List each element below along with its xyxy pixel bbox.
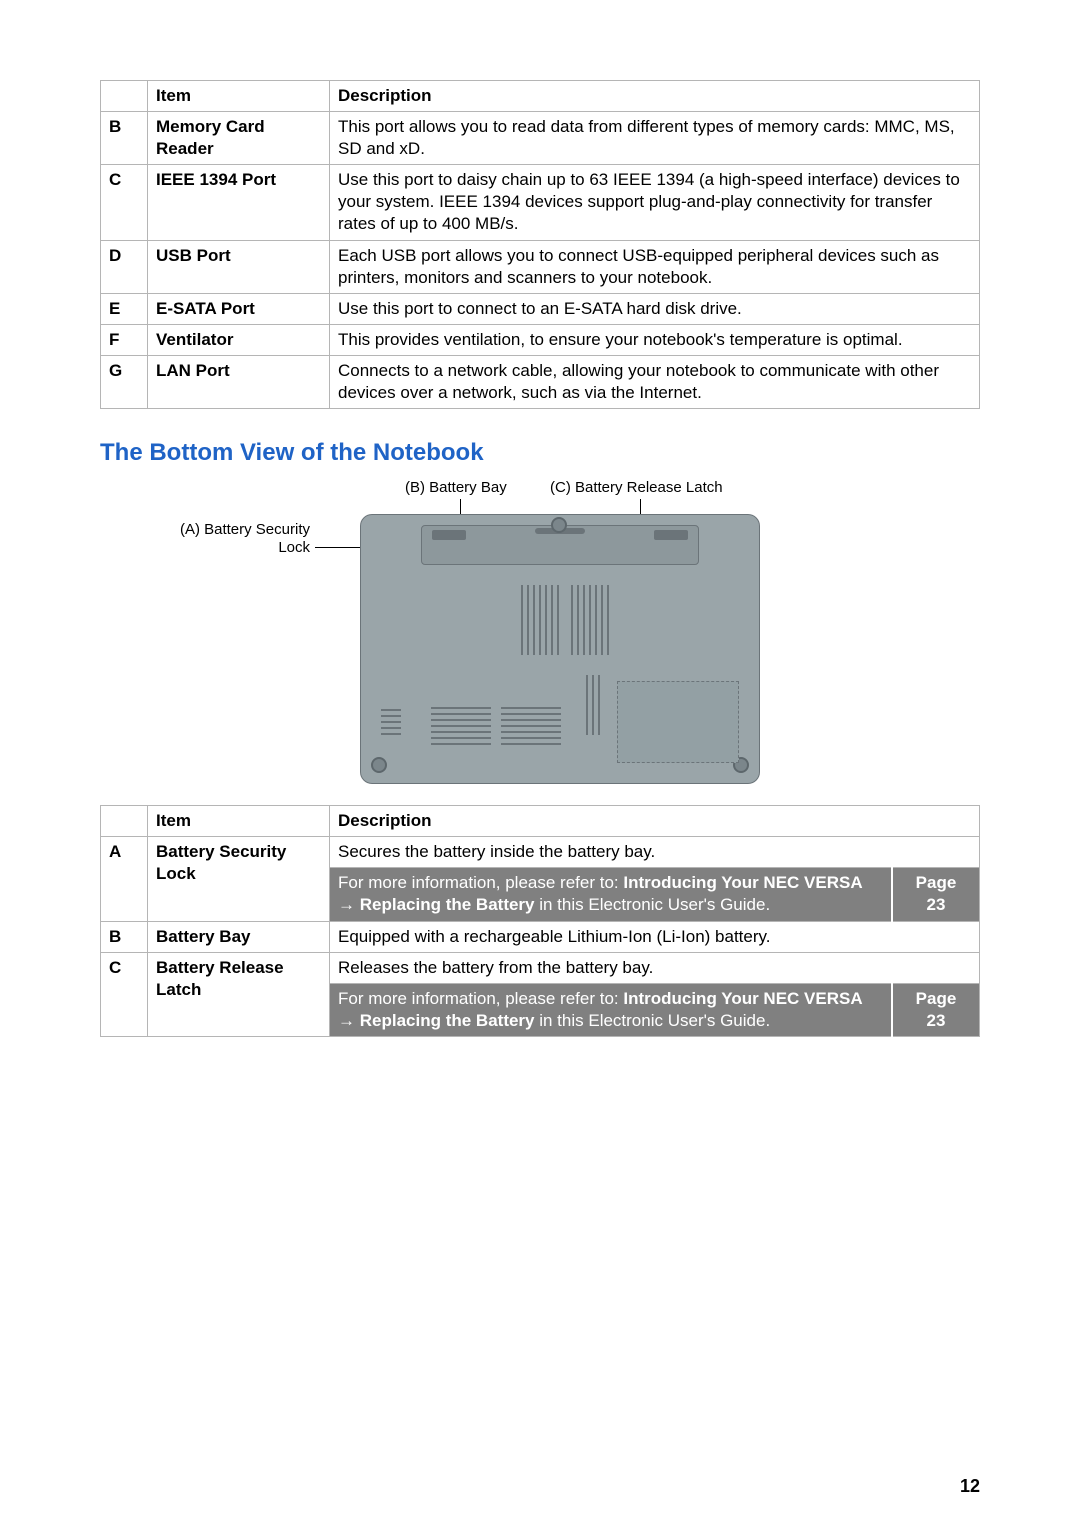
table-row: G LAN Port Connects to a network cable, … [101,355,980,408]
table-row: E E-SATA Port Use this port to connect t… [101,293,980,324]
access-panel [617,681,739,763]
table-header-row: Item Description [101,806,980,837]
row-letter: C [101,952,148,1036]
row-letter: D [101,240,148,293]
row-letter: G [101,355,148,408]
table-row: C Battery Release Latch Releases the bat… [101,952,980,983]
vent-grille [571,585,611,655]
table-row: B Memory Card Reader This port allows yo… [101,112,980,165]
table-row: C IEEE 1394 Port Use this port to daisy … [101,165,980,240]
notebook-bottom-illustration [360,514,760,784]
page-num: 23 [927,1011,946,1030]
header-desc: Description [330,806,980,837]
row-item: E-SATA Port [148,293,330,324]
spec-label [501,705,561,745]
row-desc: This port allows you to read data from d… [330,112,980,165]
diagram-label-c: (C) Battery Release Latch [550,479,723,497]
reference-text: For more information, please refer to: I… [330,983,893,1036]
table-header-row: Item Description [101,81,980,112]
vent-grille [521,585,561,655]
battery-latch-shape [654,530,688,540]
reference-text: For more information, please refer to: I… [330,868,893,921]
row-item: Battery Bay [148,921,330,952]
bottom-view-diagram: (B) Battery Bay (C) Battery Release Latc… [100,479,980,789]
ref-link-1[interactable]: Introducing Your NEC VERSA [623,989,862,1008]
row-item: Battery Release Latch [148,952,330,1036]
ref-link-1[interactable]: Introducing Your NEC VERSA [623,873,862,892]
page-num: 23 [927,895,946,914]
ref-arrow: → [338,1011,360,1030]
row-desc: Equipped with a rechargeable Lithium-Ion… [330,921,980,952]
page-ref[interactable]: Page 23 [892,983,980,1036]
row-letter: B [101,112,148,165]
ref-prefix: For more information, please refer to: [338,873,623,892]
row-letter: A [101,837,148,921]
row-letter: B [101,921,148,952]
row-item: IEEE 1394 Port [148,165,330,240]
header-blank [101,81,148,112]
row-item: Memory Card Reader [148,112,330,165]
row-desc: Releases the battery from the battery ba… [330,952,980,983]
row-item: Battery Security Lock [148,837,330,921]
table-row: D USB Port Each USB port allows you to c… [101,240,980,293]
row-desc: This provides ventilation, to ensure you… [330,324,980,355]
bottom-view-table: Item Description A Battery Security Lock… [100,805,980,1037]
screw-icon [551,517,567,533]
table-row: F Ventilator This provides ventilation, … [101,324,980,355]
row-desc: Connects to a network cable, allowing yo… [330,355,980,408]
diagram-label-a: (A) Battery Security Lock [150,521,310,557]
vent-grille [586,675,600,735]
spec-label [431,705,491,745]
row-desc: Each USB port allows you to connect USB-… [330,240,980,293]
row-desc: Use this port to connect to an E-SATA ha… [330,293,980,324]
page-number: 12 [960,1476,980,1497]
table-row: A Battery Security Lock Secures the batt… [101,837,980,868]
header-desc: Description [330,81,980,112]
row-item: Ventilator [148,324,330,355]
row-item: USB Port [148,240,330,293]
row-letter: C [101,165,148,240]
row-letter: F [101,324,148,355]
row-letter: E [101,293,148,324]
ref-link-2[interactable]: Replacing the Battery [360,895,535,914]
page-ref[interactable]: Page 23 [892,868,980,921]
ref-suffix: in this Electronic User's Guide. [535,1011,771,1030]
document-page: Item Description B Memory Card Reader Th… [0,0,1080,1527]
row-desc: Use this port to daisy chain up to 63 IE… [330,165,980,240]
ref-suffix: in this Electronic User's Guide. [535,895,771,914]
screw-icon [371,757,387,773]
spec-label [381,705,401,735]
page-label: Page [916,873,957,892]
header-blank [101,806,148,837]
ref-link-2[interactable]: Replacing the Battery [360,1011,535,1030]
header-item: Item [148,806,330,837]
diagram-label-b: (B) Battery Bay [405,479,507,497]
row-desc: Secures the battery inside the battery b… [330,837,980,868]
ref-prefix: For more information, please refer to: [338,989,623,1008]
ref-arrow: → [338,895,360,914]
header-item: Item [148,81,330,112]
row-item: LAN Port [148,355,330,408]
ports-table: Item Description B Memory Card Reader Th… [100,80,980,409]
battery-lock-shape [432,530,466,540]
page-label: Page [916,989,957,1008]
table-row: B Battery Bay Equipped with a rechargeab… [101,921,980,952]
section-heading: The Bottom View of the Notebook [100,439,980,467]
